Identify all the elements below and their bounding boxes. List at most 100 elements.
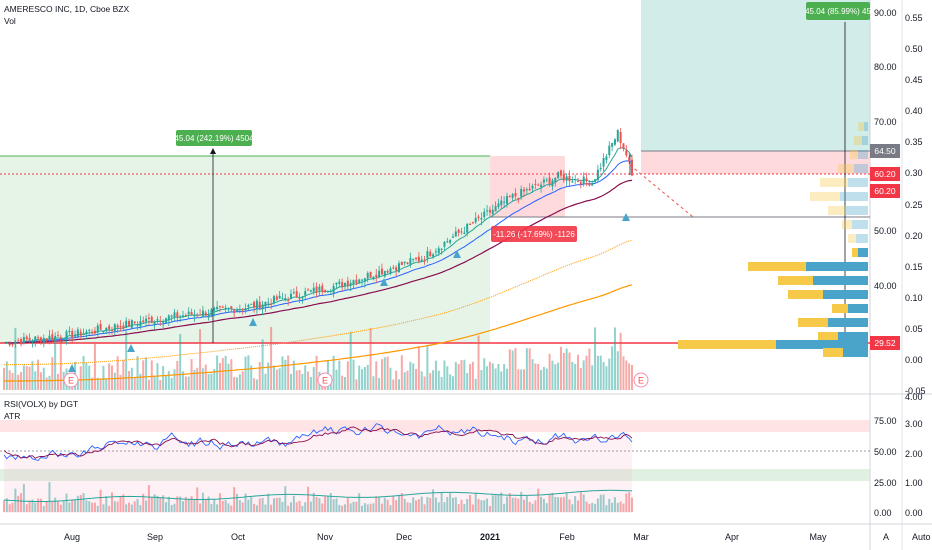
earnings-marker[interactable] — [633, 372, 649, 388]
indicator-volume-bar — [474, 492, 477, 512]
candle-body — [486, 210, 489, 212]
volume-bar — [119, 374, 122, 390]
candle-body — [338, 281, 341, 284]
volume-tick: 0.40 — [905, 106, 923, 116]
candle-body — [531, 185, 534, 189]
candle-body — [167, 315, 170, 321]
indicator-volume-bar — [184, 497, 187, 512]
indicator-volume-bar — [392, 496, 395, 512]
candle-body — [457, 229, 460, 233]
candle-body — [28, 337, 31, 341]
indicator-volume-bar — [261, 497, 264, 512]
volume-bar — [275, 369, 278, 390]
candle-body — [284, 298, 287, 300]
volume-bar — [113, 372, 116, 390]
candle-body — [48, 335, 51, 340]
indicator-volume-bar — [281, 501, 284, 512]
indicator-volume-bar — [37, 498, 40, 512]
candle-body — [218, 306, 221, 308]
candle-body — [588, 182, 591, 186]
candle-body — [318, 286, 321, 291]
candle-body — [346, 280, 349, 286]
indicator-volume-bar — [395, 500, 398, 512]
indicator-volume-bar — [170, 505, 173, 512]
candle-body — [380, 268, 383, 275]
indicator-volume-bar — [136, 498, 139, 512]
candle-body — [392, 267, 395, 269]
candle-body — [463, 232, 466, 234]
indicator-volume-bar — [147, 485, 150, 512]
profile-sell-bar — [788, 290, 823, 299]
indicator-volume-bar — [420, 496, 423, 512]
indicator-volume-bar — [329, 493, 332, 512]
indicator-volume-bar — [346, 497, 349, 512]
indicator-volume-bar — [85, 500, 88, 512]
volume-bar — [190, 359, 193, 390]
candle-body — [85, 331, 88, 335]
axis-mode-auto[interactable]: Auto — [912, 532, 931, 542]
indicator-volume-bar — [551, 492, 554, 512]
indicator-volume-bar — [113, 501, 116, 512]
indicator-volume-bar — [389, 505, 392, 512]
time-tick: Dec — [396, 532, 413, 542]
candle-body — [190, 311, 193, 315]
volume-bar — [565, 348, 568, 390]
earnings-marker[interactable] — [63, 372, 79, 388]
indicator-volume-bar — [335, 498, 338, 512]
volume-bar — [383, 357, 386, 390]
candle-body — [628, 157, 631, 162]
volume-bar — [559, 346, 562, 390]
candle-body — [176, 312, 179, 318]
volume-bar — [400, 355, 403, 390]
candle-body — [520, 189, 523, 197]
volume-bar — [392, 379, 395, 390]
volume-bar — [358, 365, 361, 390]
candle-body — [233, 310, 236, 313]
candle-body — [409, 258, 412, 266]
volume-bar — [534, 363, 537, 390]
volume-bar — [574, 363, 577, 390]
indicator-volume-bar — [505, 496, 508, 512]
indicator-volume-bar — [39, 498, 42, 512]
volume-bar — [295, 370, 298, 390]
indicator-volume-bar — [122, 494, 125, 512]
volume-bar — [130, 367, 133, 390]
volume-bar — [483, 358, 486, 390]
candle-body — [91, 331, 94, 333]
volume-bar — [551, 360, 554, 390]
volume-bar — [594, 327, 597, 390]
volume-bar — [378, 378, 381, 390]
candle-body — [321, 285, 324, 292]
target-measure-label: 45.04 (85.99%) 45 — [805, 7, 871, 16]
volume-bar — [434, 360, 437, 390]
volume-bar — [14, 327, 17, 390]
volume-tick: 0.55 — [905, 13, 923, 23]
candle-body — [17, 340, 20, 342]
volume-tick: 0.35 — [905, 137, 923, 147]
candle-body — [483, 211, 486, 218]
volume-bar — [343, 377, 346, 390]
volume-bar — [454, 361, 457, 390]
candle-body — [559, 170, 562, 176]
candle-body — [437, 248, 440, 253]
candle-body — [631, 159, 633, 176]
volume-bar — [250, 365, 253, 390]
axis-mode-a[interactable]: A — [883, 532, 889, 542]
candle-body — [136, 324, 139, 326]
indicator-volume-bar — [298, 500, 301, 512]
volume-bar — [523, 369, 526, 390]
indicator-volume-bar — [466, 498, 469, 512]
earnings-marker[interactable] — [317, 372, 333, 388]
indicator-volume-bar — [182, 501, 185, 512]
volume-bar — [423, 376, 426, 390]
volume-bar — [207, 373, 210, 390]
profile-sell-bar — [848, 234, 856, 243]
indicator-volume-bar — [68, 502, 71, 512]
indicator-volume-bar — [611, 502, 614, 512]
indicator-volume-bar — [93, 502, 96, 512]
candle-body — [298, 298, 301, 300]
candle-body — [162, 321, 165, 323]
candle-body — [537, 184, 540, 186]
ema-200-line — [4, 239, 633, 366]
